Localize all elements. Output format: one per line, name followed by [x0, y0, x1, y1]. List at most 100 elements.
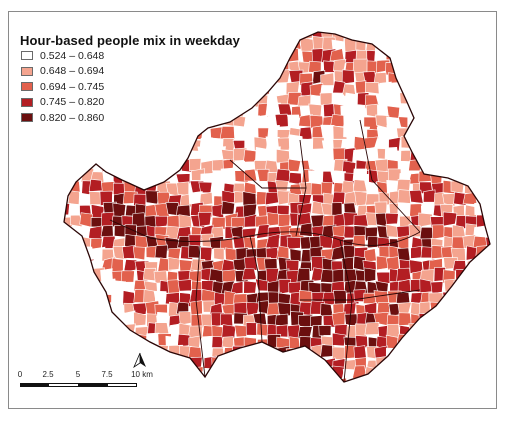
map-region: [278, 393, 292, 406]
map-region: [397, 38, 411, 54]
map-region: [67, 125, 82, 142]
map-region: [245, 394, 258, 404]
map-region: [158, 388, 171, 401]
map-region: [188, 244, 201, 259]
map-region: [453, 69, 466, 84]
map-region: [452, 322, 465, 335]
map-region: [79, 266, 92, 281]
map-region: [64, 125, 72, 142]
map-region: [463, 37, 477, 51]
map-region: [487, 51, 490, 66]
map-region: [275, 345, 290, 361]
map-region: [64, 160, 69, 174]
map-region: [352, 179, 368, 193]
map-region: [144, 156, 160, 172]
map-region: [266, 355, 281, 368]
map-region: [397, 343, 411, 359]
map-region: [197, 211, 212, 227]
map-region: [154, 147, 170, 161]
map-region: [253, 35, 267, 51]
map-region: [454, 303, 468, 318]
map-region: [475, 366, 489, 382]
map-region: [268, 389, 281, 403]
map-region: [143, 289, 156, 304]
map-region: [256, 357, 272, 372]
map-region: [81, 347, 95, 362]
map-region: [487, 91, 490, 105]
map-region: [287, 358, 303, 370]
map-region: [399, 92, 414, 106]
map-region: [64, 324, 72, 337]
map-region: [222, 269, 237, 283]
map-region: [430, 115, 446, 127]
map-region: [420, 323, 434, 337]
map-region: [90, 137, 106, 152]
map-region: [168, 390, 183, 402]
map-region: [418, 313, 433, 328]
map-region: [409, 379, 425, 382]
map-region: [113, 135, 128, 151]
map-region: [476, 48, 490, 63]
map-region: [486, 270, 490, 283]
map-region: [452, 224, 466, 238]
map-region: [78, 326, 94, 340]
city-boundary: [63, 31, 491, 383]
legend-swatch: [21, 97, 33, 107]
map-region: [464, 300, 477, 316]
map-region: [410, 336, 425, 352]
map-region: [202, 394, 213, 406]
map-region: [125, 158, 139, 173]
map-region: [68, 299, 82, 315]
map-region: [474, 267, 487, 282]
map-region: [477, 105, 489, 120]
map-region: [288, 366, 302, 380]
map-region: [476, 147, 489, 164]
map-region: [442, 378, 456, 382]
map-region: [410, 70, 425, 86]
map-region: [65, 235, 81, 250]
map-region: [431, 94, 446, 109]
map-region: [397, 301, 412, 314]
map-region: [484, 61, 490, 74]
map-region: [88, 336, 101, 351]
map-region: [419, 136, 435, 152]
map-region: [409, 189, 424, 204]
map-region: [419, 355, 432, 371]
legend-item: 0.524 – 0.648: [21, 48, 240, 64]
map-region: [198, 181, 213, 193]
map-region: [430, 335, 444, 350]
map-region: [68, 257, 82, 272]
map-region: [401, 51, 413, 65]
map-region: [432, 39, 445, 54]
map-region: [178, 366, 192, 382]
map-region: [428, 125, 444, 140]
map-region: [176, 377, 192, 382]
map-region: [136, 146, 150, 161]
map-region: [232, 358, 246, 372]
map-region: [473, 92, 488, 108]
map-region: [178, 311, 192, 326]
map-region: [177, 139, 193, 153]
map-region: [386, 323, 400, 338]
map-region: [67, 311, 81, 326]
map-region: [278, 37, 291, 50]
map-region: [78, 313, 93, 327]
map-region: [64, 203, 70, 216]
map-region: [409, 32, 424, 42]
map-region: [197, 146, 212, 162]
legend-label: 0.694 – 0.745: [40, 80, 105, 93]
map-region: [363, 267, 376, 283]
map-region: [79, 212, 93, 228]
map-region: [76, 280, 92, 295]
map-region: [64, 137, 71, 152]
map-region: [222, 379, 236, 382]
map-region: [441, 83, 456, 98]
map-region: [101, 314, 116, 330]
map-region: [462, 356, 475, 371]
map-region: [486, 345, 490, 360]
map-region: [473, 158, 486, 174]
map-region: [443, 92, 455, 108]
map-region: [320, 269, 335, 283]
map-region: [230, 281, 244, 295]
map-region: [277, 377, 291, 382]
